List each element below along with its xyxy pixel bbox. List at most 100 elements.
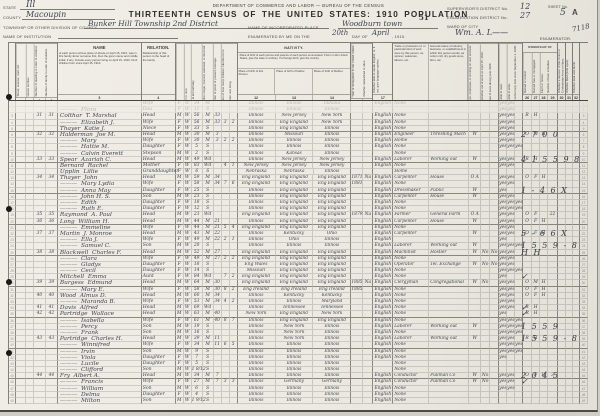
cell-sch bbox=[515, 373, 524, 380]
cell-vet bbox=[558, 212, 567, 219]
cell-age: 61 bbox=[191, 317, 203, 324]
census-row: 39 43 43 Partridge Charles H. Head M W 39 M 11 Ill… bbox=[9, 334, 588, 343]
cell-yrs: 11 bbox=[213, 342, 222, 349]
cell-street bbox=[15, 187, 26, 194]
cell-fbp: Illinois bbox=[275, 138, 314, 145]
cell-lm: 3 bbox=[9, 113, 16, 120]
cell-rm: 16 bbox=[579, 193, 588, 200]
cell-mbp: Illinois bbox=[313, 150, 352, 157]
cell-name: ——— Lucile bbox=[57, 360, 142, 368]
cell-imm bbox=[351, 131, 364, 139]
punch-hole-dot bbox=[6, 94, 12, 100]
cell-rel: Son bbox=[141, 243, 176, 250]
cell-o2: F bbox=[532, 218, 541, 225]
cell-ow bbox=[481, 385, 491, 392]
cell-ind bbox=[429, 150, 470, 157]
census-row: 21 ——— Emmeline Wife F W 44 M 21 5 4 Eng England En… bbox=[9, 224, 588, 231]
cell-lm: 9 bbox=[9, 150, 16, 157]
cell-mar: S bbox=[202, 107, 214, 114]
cell-imm bbox=[351, 292, 364, 299]
cell-df bbox=[573, 243, 580, 250]
cell-o2 bbox=[532, 274, 541, 281]
cell-df bbox=[573, 107, 580, 114]
margin-annotation: 2 0 4 5 bbox=[521, 371, 560, 381]
cell-name: ——— Flora bbox=[57, 107, 142, 114]
cell-wk bbox=[490, 218, 500, 225]
cell-o3 bbox=[540, 348, 549, 355]
sex-column-label: Sex. bbox=[175, 44, 184, 100]
cell-wk bbox=[490, 212, 500, 219]
cell-fam: 41 bbox=[45, 305, 58, 312]
cell-cb bbox=[221, 131, 230, 139]
cell-house bbox=[25, 119, 34, 126]
cell-o3 bbox=[540, 317, 549, 324]
cell-bp: Illinois bbox=[237, 218, 276, 225]
year-label: , 1910. bbox=[392, 34, 406, 39]
institution-label: NAME OF INSTITUTION bbox=[3, 34, 52, 39]
cell-rel: Head bbox=[141, 212, 176, 219]
cell-emp bbox=[469, 385, 482, 392]
cell-ow bbox=[481, 398, 491, 405]
cell-emp bbox=[469, 101, 482, 108]
cell-wr bbox=[507, 360, 516, 368]
cell-ow bbox=[481, 367, 491, 374]
cell-rel: Head bbox=[141, 336, 176, 343]
cell-bp: Illinois bbox=[237, 150, 276, 157]
cell-mar: M bbox=[202, 317, 214, 324]
cell-o2: H bbox=[532, 336, 541, 343]
cell-ow bbox=[481, 113, 491, 120]
cell-lang: English bbox=[373, 268, 394, 275]
cell-df bbox=[573, 218, 580, 225]
cell-nat bbox=[363, 169, 374, 176]
cell-nat bbox=[363, 305, 374, 312]
cell-wk bbox=[490, 224, 500, 231]
cell-mbp: Illinois bbox=[313, 348, 352, 355]
cell-wk bbox=[490, 187, 500, 194]
cell-fbp: Eng England bbox=[275, 119, 314, 126]
cell-sched bbox=[548, 311, 559, 318]
cell-lm: 10 bbox=[9, 156, 16, 163]
cell-mbp: Eng England bbox=[313, 224, 352, 231]
cell-name: ——— Mary bbox=[57, 138, 142, 145]
cell-bl bbox=[566, 175, 574, 182]
cell-fam: 40 bbox=[45, 292, 58, 299]
cell-ow bbox=[481, 360, 491, 368]
cell-sched bbox=[548, 162, 559, 170]
cell-house bbox=[25, 131, 34, 139]
cell-yrs bbox=[213, 243, 222, 250]
cell-cl bbox=[229, 212, 238, 219]
column-deaf: Whether deaf and dumb. 32 bbox=[573, 43, 580, 100]
cell-o1 bbox=[523, 360, 533, 368]
cell-rel: Son bbox=[141, 398, 176, 405]
cell-mbp: Maryland bbox=[313, 299, 352, 306]
census-row: 26 ——— Clara Wife F W 49 M 27 2 2 Eng England Eng E… bbox=[9, 255, 588, 262]
cell-df bbox=[573, 360, 580, 368]
cell-lm: 4 bbox=[9, 119, 16, 126]
cell-bp: Eng England bbox=[237, 224, 276, 231]
cell-cb bbox=[221, 391, 230, 398]
cell-df bbox=[573, 261, 580, 269]
cell-cl bbox=[229, 113, 238, 120]
cell-fbp: Illinois bbox=[275, 299, 314, 306]
cell-name: Fry Albert A. bbox=[57, 373, 142, 380]
cell-imm bbox=[351, 169, 364, 176]
cell-lang: English bbox=[373, 299, 394, 306]
cell-sex: M bbox=[175, 385, 184, 392]
cell-lm: 12 bbox=[9, 169, 16, 176]
cell-sex: F bbox=[175, 187, 184, 194]
column-group-name: NAME of each person whose place of abode… bbox=[57, 43, 142, 100]
cell-df bbox=[573, 354, 581, 361]
cell-sch bbox=[515, 193, 524, 200]
cell-dw bbox=[33, 169, 46, 176]
cell-lang: English bbox=[373, 243, 394, 250]
cell-street bbox=[15, 305, 26, 312]
cell-o1 bbox=[523, 101, 533, 108]
cell-sch bbox=[515, 212, 524, 219]
cell-age: 56 bbox=[191, 119, 203, 126]
cell-nat bbox=[363, 317, 374, 324]
cell-sch bbox=[515, 175, 524, 182]
cell-wr: yes bbox=[507, 342, 516, 349]
cell-o1 bbox=[523, 367, 533, 374]
cell-yrs bbox=[213, 212, 222, 219]
cell-bl bbox=[566, 348, 574, 355]
